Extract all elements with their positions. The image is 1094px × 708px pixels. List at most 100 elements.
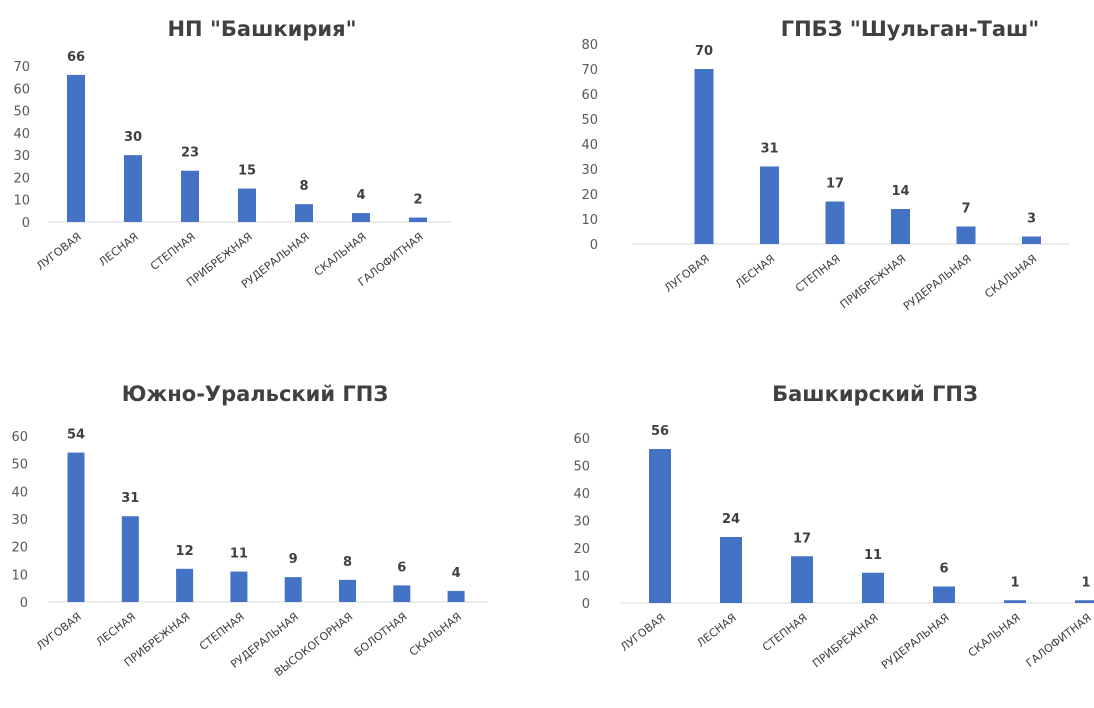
- y-tick-label: 50: [13, 105, 30, 120]
- bar: [760, 166, 779, 244]
- data-label: 6: [397, 560, 406, 575]
- bar: [284, 577, 302, 602]
- bar: [720, 537, 742, 603]
- y-tick-label: 0: [20, 596, 28, 611]
- y-tick-label: 50: [11, 458, 28, 473]
- y-tick-label: 0: [22, 216, 30, 231]
- bar: [694, 69, 714, 244]
- y-tick-label: 30: [13, 149, 30, 164]
- bar: [176, 568, 194, 602]
- data-label: 11: [864, 548, 882, 563]
- category-label: ГАЛОФИТНАЯ: [1024, 611, 1094, 670]
- data-label: 4: [452, 566, 461, 581]
- data-label: 11: [230, 547, 248, 562]
- data-label: 14: [891, 184, 909, 199]
- chart-south-ural: Южно-Уральский ГПЗ 0 10 20 30 40 50 60 54 ЛУГОВАЯ…: [0, 375, 510, 705]
- category-label: СКАЛЬНАЯ: [312, 230, 369, 279]
- chart-title: ГПБЗ "Шульган-Таш": [781, 17, 1040, 41]
- data-label: 12: [176, 544, 194, 559]
- bar: [791, 556, 813, 603]
- category-label: СТЕПНАЯ: [793, 252, 843, 295]
- y-tick-label: 40: [13, 127, 30, 142]
- y-tick-label: 20: [11, 541, 28, 556]
- y-tick-label: 20: [13, 171, 30, 186]
- data-label: 31: [760, 142, 778, 157]
- category-label: ПРИБРЕЖНАЯ: [838, 252, 909, 311]
- chart-title: Южно-Уральский ГПЗ: [122, 382, 389, 406]
- y-tick-label: 40: [573, 487, 590, 502]
- category-label: СТЕПНАЯ: [760, 611, 810, 654]
- chart-title: Башкирский ГПЗ: [772, 382, 978, 406]
- data-label: 6: [939, 562, 948, 577]
- bar: [121, 516, 139, 602]
- category-label: СТЕПНАЯ: [197, 610, 247, 653]
- data-label: 2: [413, 193, 422, 208]
- y-tick-label: 20: [581, 188, 598, 203]
- bar: [409, 217, 427, 222]
- category-label: ЛЕСНАЯ: [694, 611, 739, 650]
- y-tick-label: 60: [573, 432, 590, 447]
- bar: [67, 452, 85, 602]
- category-label: РУДЕРАЛЬНАЯ: [879, 611, 952, 672]
- y-tick-label: 0: [582, 597, 590, 612]
- data-label: 3: [1027, 212, 1036, 227]
- y-tick-label: 40: [11, 485, 28, 500]
- data-label: 8: [299, 179, 308, 194]
- bar: [238, 188, 256, 222]
- bar: [891, 209, 910, 244]
- chart-shulgan-tash: ГПБЗ "Шульган-Таш" 0 10 20 30 40 50 60 70 80 70 ЛУГ…: [580, 0, 1080, 350]
- data-label: 56: [651, 424, 669, 439]
- bar: [352, 213, 370, 222]
- bar: [825, 201, 845, 244]
- y-tick-label: 60: [13, 82, 30, 97]
- data-label: 54: [67, 428, 85, 443]
- data-label: 9: [289, 552, 298, 567]
- bar: [862, 572, 884, 603]
- data-label: 7: [961, 202, 970, 217]
- category-label: СТЕПНАЯ: [148, 230, 198, 273]
- y-tick-label: 70: [581, 63, 598, 78]
- chart-svg: Башкирский ГПЗ 0 10 20 30 40 50 60 56 ЛУГОВАЯ 24 ЛЕ…: [573, 382, 1094, 672]
- category-label: ЛУГОВАЯ: [618, 611, 668, 654]
- y-tick-label: 10: [11, 568, 28, 583]
- category-label: ЛЕСНАЯ: [96, 230, 141, 269]
- data-label: 70: [695, 44, 713, 59]
- data-label: 17: [793, 531, 811, 546]
- data-label: 1: [1081, 575, 1090, 590]
- category-label: ЛЕСНАЯ: [94, 610, 139, 649]
- data-label: 66: [67, 50, 85, 65]
- category-label: СКАЛЬНАЯ: [982, 252, 1039, 301]
- y-tick-label: 20: [573, 542, 590, 557]
- y-tick-label: 80: [581, 38, 598, 53]
- bar: [933, 586, 955, 603]
- category-label: ЛУГОВАЯ: [34, 610, 84, 653]
- y-tick-label: 60: [581, 88, 598, 103]
- data-label: 15: [238, 164, 256, 179]
- bar: [124, 155, 142, 222]
- data-label: 17: [826, 177, 844, 192]
- y-tick-label: 50: [573, 460, 590, 475]
- chart-bashkir-gpz: Башкирский ГПЗ 0 10 20 30 40 50 60 56 ЛУГОВАЯ 24 ЛЕ…: [570, 375, 1094, 705]
- category-label: ПРИБРЕЖНАЯ: [810, 611, 881, 670]
- bar: [230, 571, 248, 602]
- data-label: 31: [121, 491, 139, 506]
- bar: [956, 226, 976, 244]
- y-tick-label: 60: [11, 430, 28, 445]
- bar: [1022, 236, 1041, 244]
- y-tick-label: 70: [13, 60, 30, 75]
- bar: [1004, 600, 1026, 603]
- bar: [67, 74, 85, 223]
- category-label: ЛУГОВАЯ: [34, 230, 84, 273]
- y-tick-label: 0: [590, 238, 598, 253]
- chart-title: НП "Башкирия": [167, 17, 356, 41]
- category-label: БОЛОТНАЯ: [352, 610, 410, 659]
- chart-np-bashkiria: НП "Башкирия" 0 10 20 30 40 50 60 70 66 ЛУГОВАЯ 30 Л…: [0, 0, 520, 320]
- bar: [339, 579, 356, 602]
- chart-svg: НП "Башкирия" 0 10 20 30 40 50 60 70 66 ЛУГОВАЯ 30 Л…: [13, 17, 452, 291]
- data-label: 1: [1010, 575, 1019, 590]
- y-tick-label: 30: [573, 515, 590, 530]
- chart-svg: Южно-Уральский ГПЗ 0 10 20 30 40 50 60 54 ЛУГОВАЯ…: [11, 382, 489, 679]
- y-tick-label: 10: [573, 570, 590, 585]
- data-label: 24: [722, 512, 740, 527]
- bar: [649, 449, 671, 603]
